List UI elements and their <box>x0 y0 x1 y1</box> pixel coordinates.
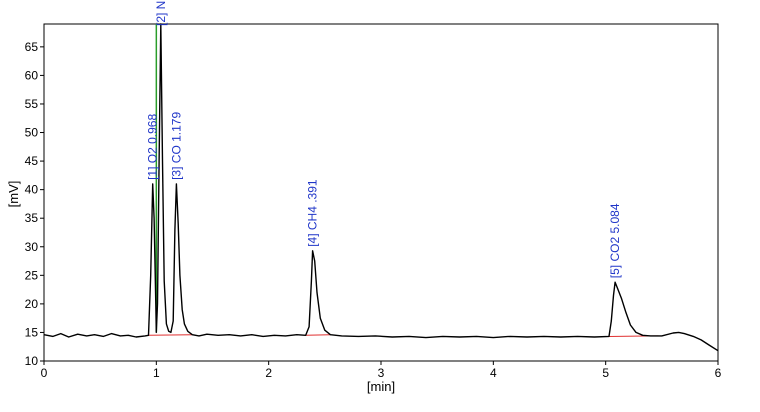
x-tick-label: 1 <box>153 366 160 380</box>
plot-frame <box>43 23 719 362</box>
y-tick-label: 15 <box>25 325 39 339</box>
peak-labels: [1] O2 0.968 [2] N2 1.009 [3] CO 1.179 [4] … <box>146 0 622 278</box>
chromatogram-trace <box>43 23 719 352</box>
y-tick-label: 65 <box>25 40 39 54</box>
peak-label: [5] CO2 5.084 <box>608 203 622 278</box>
y-tick-label: 20 <box>25 297 39 311</box>
y-axis-title: [mV] <box>6 181 21 208</box>
x-tick-label: 2 <box>265 366 272 380</box>
peak-label: [1] O2 0.968 <box>146 114 160 180</box>
peak-label: [3] CO 1.179 <box>169 112 183 180</box>
y-tick-label: 50 <box>25 126 39 140</box>
x-axis-title: [min] <box>367 379 395 394</box>
y-tick-label: 35 <box>25 211 39 225</box>
peak-label: [4] CH4 .391 <box>306 179 320 247</box>
y-tick-label: 55 <box>25 97 39 111</box>
y-tick-label: 40 <box>25 183 39 197</box>
x-tick-label: 4 <box>490 366 497 380</box>
peak-label: [2] N2 1.009 <box>154 0 168 26</box>
x-tick-label: 6 <box>715 366 722 380</box>
x-tick-label: 3 <box>378 366 385 380</box>
peak-baseline <box>148 334 193 336</box>
y-tick-label: 45 <box>25 154 39 168</box>
x-axis: 0 1 2 3 4 5 6 <box>41 361 722 380</box>
x-tick-label: 5 <box>602 366 609 380</box>
y-axis: 10 15 20 25 30 35 40 45 50 55 60 65 <box>25 40 44 368</box>
peak-baseline <box>305 334 331 336</box>
y-tick-label: 30 <box>25 240 39 254</box>
x-tick-label: 0 <box>41 366 48 380</box>
y-tick-label: 10 <box>25 354 39 368</box>
y-tick-label: 60 <box>25 68 39 82</box>
y-tick-label: 25 <box>25 268 39 282</box>
